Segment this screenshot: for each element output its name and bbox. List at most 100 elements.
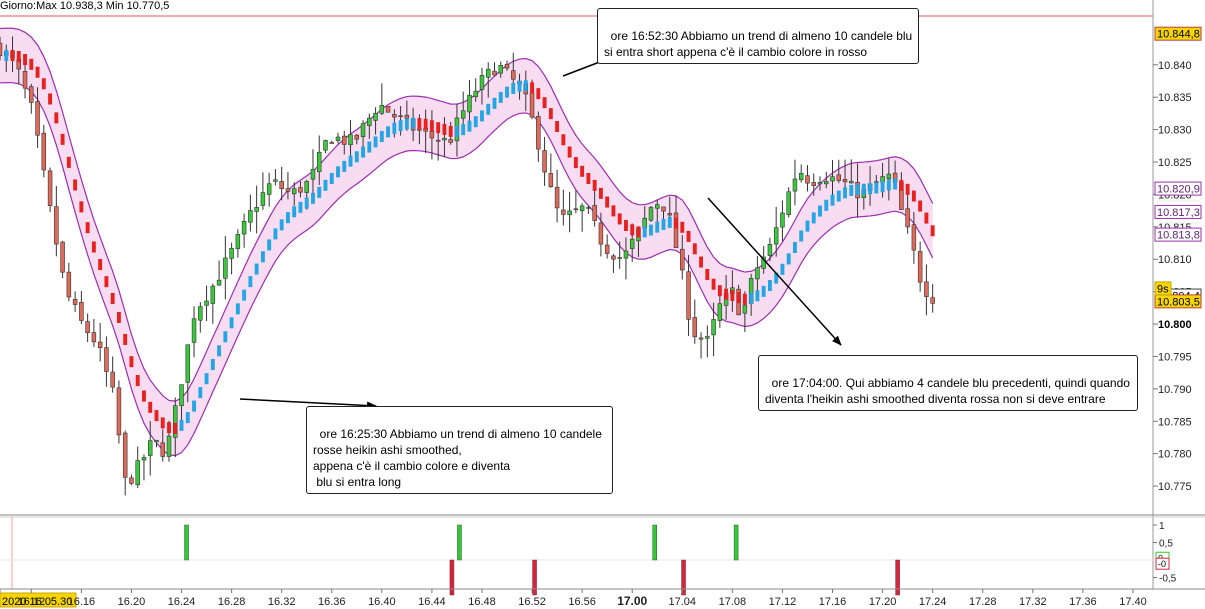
- ha-candle: [598, 187, 603, 199]
- candle-body: [47, 170, 53, 206]
- candle-body: [686, 271, 691, 320]
- candle-body: [54, 206, 59, 245]
- candle: [755, 255, 760, 296]
- signal-tick-label: 1: [1159, 521, 1165, 532]
- candle-body: [342, 135, 347, 145]
- ha-candle: [886, 179, 891, 191]
- ha-candle: [154, 410, 159, 422]
- candle-body: [548, 173, 554, 188]
- candle-body: [22, 71, 28, 89]
- ha-candle: [742, 293, 747, 305]
- candle-body: [185, 344, 191, 383]
- price-tick-label: 10.835: [1158, 92, 1192, 104]
- candle: [367, 113, 372, 139]
- ha-candle: [868, 183, 873, 195]
- candle: [805, 165, 810, 192]
- candle-body: [486, 68, 491, 78]
- price-badge: [1154, 294, 1202, 309]
- ha-candle: [624, 219, 628, 231]
- candle-body: [254, 207, 259, 212]
- ha-candle: [467, 120, 472, 132]
- ha-candle: [192, 400, 196, 412]
- candle: [592, 184, 597, 227]
- candle-body: [379, 105, 385, 114]
- ha-candle: [567, 146, 572, 158]
- ha-candle: [724, 288, 729, 300]
- ha-candle: [336, 166, 340, 178]
- candle-body: [817, 182, 823, 185]
- candle-body: [467, 94, 472, 113]
- candle: [298, 181, 303, 198]
- arrow-to-long-callout: [239, 398, 377, 410]
- candle: [266, 172, 272, 207]
- candle-body: [79, 302, 84, 321]
- candle-body: [692, 317, 698, 338]
- candle: [786, 187, 791, 218]
- ha-candle: [135, 375, 140, 387]
- callout-short-text: ore 16:52:30 Abbiamo un trend di almeno …: [604, 29, 913, 59]
- ha-candle: [323, 179, 328, 191]
- candle-body: [41, 132, 47, 171]
- candle: [279, 166, 284, 201]
- candle-body: [598, 222, 604, 245]
- candles: [0, 36, 935, 496]
- candle-body: [398, 115, 403, 118]
- ha-candle: [417, 118, 422, 130]
- ha-candle: [373, 136, 378, 148]
- ha-candle: [674, 217, 678, 229]
- ha-candle: [116, 312, 121, 324]
- candle: [680, 235, 685, 280]
- price-badge: [1154, 281, 1172, 296]
- candle: [561, 189, 566, 226]
- time-tick-label: 16.24: [168, 596, 196, 608]
- price-badges: 10.844,810.820,910.817,310.813,810.804,4…: [1154, 26, 1202, 309]
- candle-body: [91, 332, 97, 343]
- ha-candle: [455, 125, 459, 137]
- candle-body: [798, 173, 804, 181]
- candle-body: [160, 442, 165, 457]
- ha-candle: [160, 417, 165, 429]
- ha-candle: [317, 186, 322, 198]
- ha-candle: [580, 165, 585, 177]
- candle: [429, 110, 435, 160]
- ha-candle: [636, 226, 641, 238]
- candle: [335, 132, 341, 144]
- candle: [329, 140, 334, 144]
- candle: [204, 285, 209, 321]
- ha-candle: [367, 141, 372, 153]
- candle-body: [448, 139, 453, 143]
- signal-tick-label: -0,5: [1159, 574, 1177, 585]
- candle: [54, 186, 59, 257]
- price-tick-label: 10.795: [1158, 351, 1192, 363]
- ha-candle: [555, 121, 560, 133]
- ha-candle: [649, 224, 653, 236]
- ha-candle: [123, 333, 128, 345]
- signal-bar-short: [532, 559, 537, 596]
- signal-axis[interactable]: 10,5-0,50-0: [1153, 521, 1177, 585]
- candle-body: [930, 297, 935, 304]
- candle: [655, 200, 660, 223]
- candle: [554, 169, 560, 223]
- ha-candle: [442, 123, 447, 135]
- candle: [811, 173, 816, 196]
- candle: [66, 262, 72, 302]
- signal-bar-long: [184, 524, 189, 561]
- candle: [830, 160, 835, 199]
- price-badge-label: 10.820,9: [1157, 184, 1200, 196]
- ha-candle: [29, 58, 34, 70]
- ha-candle: [110, 292, 115, 304]
- candle-body: [473, 90, 478, 98]
- ha-candle: [767, 280, 772, 292]
- candle-body: [611, 255, 616, 260]
- ha-candle: [805, 220, 810, 232]
- candle: [160, 429, 165, 462]
- candle: [97, 323, 103, 362]
- candle-body: [291, 188, 297, 195]
- candle: [917, 241, 923, 292]
- price-tick-label: 10.785: [1158, 416, 1192, 428]
- ha-candle: [292, 206, 297, 218]
- candle-body: [917, 251, 923, 283]
- candle: [886, 158, 892, 201]
